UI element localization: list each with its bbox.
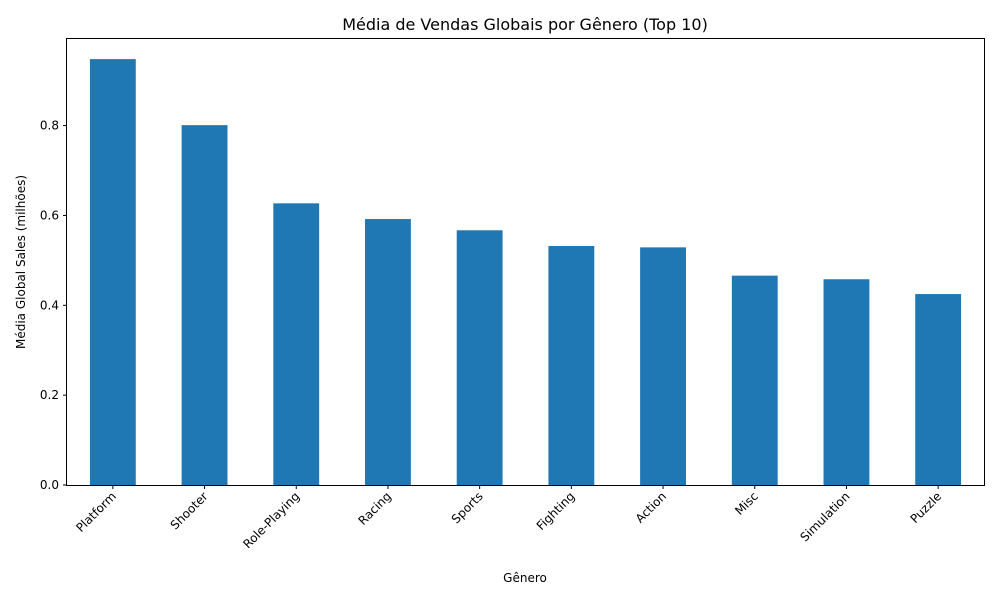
- bar-sports: [456, 230, 503, 485]
- bar-role-playing: [273, 203, 320, 485]
- x-tick-label: Racing: [355, 489, 394, 528]
- y-tick-label: 0.2: [40, 388, 59, 402]
- bar-misc: [731, 275, 778, 485]
- y-tick-label: 0.0: [40, 478, 59, 492]
- x-tick-label: Misc: [732, 489, 761, 518]
- bar-fighting: [548, 246, 595, 485]
- bar-racing: [365, 219, 411, 486]
- bar-simulation: [823, 279, 870, 485]
- x-tick-label: Fighting: [534, 489, 578, 533]
- x-tick-label: Action: [633, 489, 669, 525]
- bar-action: [640, 247, 686, 485]
- x-tick-label: Shooter: [168, 489, 211, 532]
- x-axis: Platform Shooter Role-Playing Racing Sports F…: [73, 485, 944, 551]
- bars-group: [89, 59, 962, 486]
- y-tick-label: 0.8: [40, 119, 59, 133]
- x-tick-label: Role-Playing: [240, 489, 302, 551]
- x-tick-label: Sports: [449, 489, 486, 526]
- bar-puzzle: [915, 294, 962, 485]
- x-tick-label: Simulation: [797, 489, 852, 544]
- y-tick-label: 0.6: [40, 208, 59, 222]
- x-tick-label: Platform: [73, 489, 119, 535]
- plot-frame: [66, 38, 985, 486]
- x-tick-label: Puzzle: [908, 489, 945, 526]
- bar-platform: [89, 59, 136, 486]
- y-tick-label: 0.4: [40, 298, 59, 312]
- y-axis-label: Média Global Sales (milhões): [14, 175, 28, 349]
- y-axis: 0.0 0.2 0.4 0.6 0.8: [40, 119, 67, 492]
- chart-title: Média de Vendas Globais por Gênero (Top …: [342, 15, 708, 34]
- bar-shooter: [181, 125, 228, 486]
- x-axis-label: Gênero: [503, 571, 547, 585]
